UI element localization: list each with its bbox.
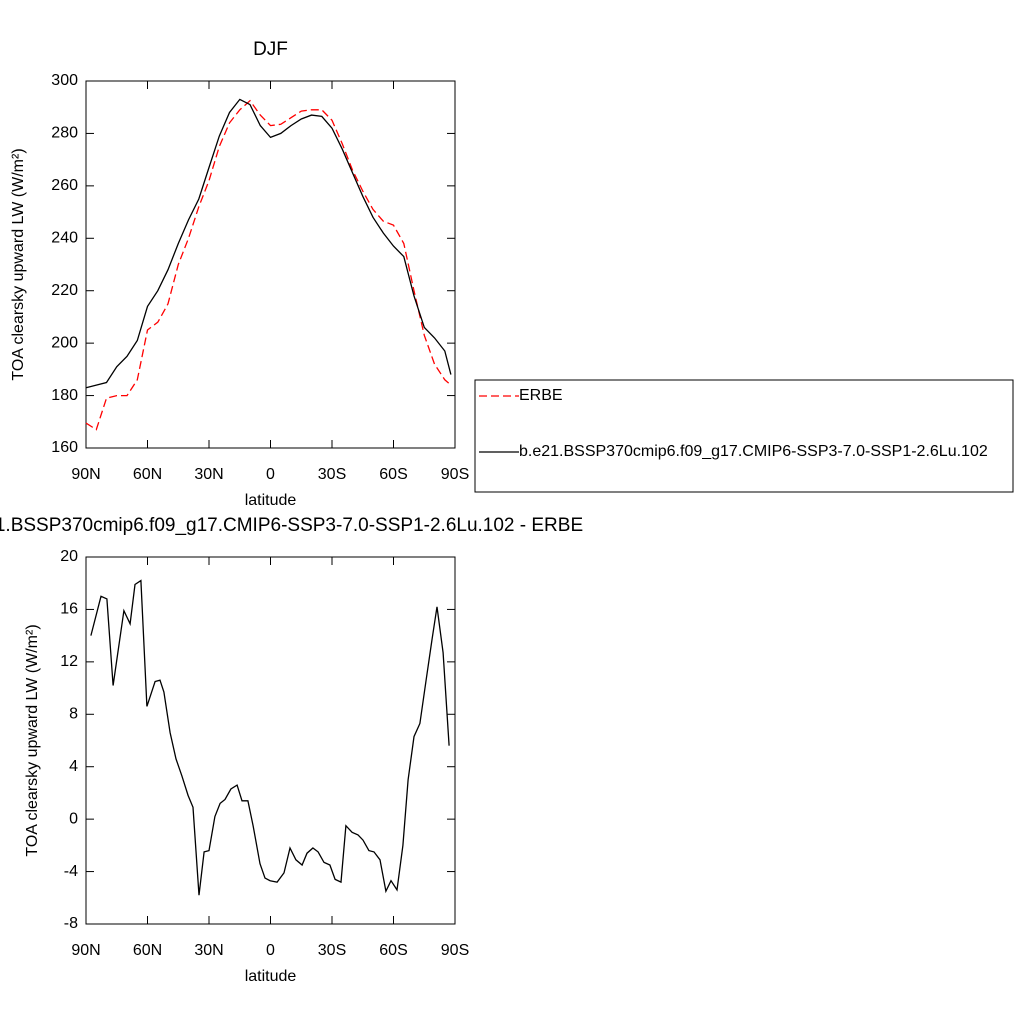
y-tick-label: 20 [60,548,78,565]
y-tick-label: 180 [51,387,78,404]
x-tick-label: 90N [71,942,100,959]
y-tick-label: 160 [51,439,78,456]
plot-frame [85,80,456,449]
data-line [85,98,452,389]
y-tick-label: 200 [51,334,78,351]
x-tick-label: 60S [379,466,407,483]
x-tick-label: 60N [133,466,162,483]
legend-label: ERBE [519,387,563,404]
chart-title: DJF [253,39,288,60]
x-axis-label: latitude [245,492,297,509]
plot-frame [85,556,456,925]
y-tick-label: 240 [51,230,78,247]
data-line [90,579,450,896]
y-tick-label: -4 [64,863,78,880]
y-tick-label: 16 [60,601,78,618]
y-tick-label: -8 [64,915,78,932]
chart-title: b.e21.BSSP370cmip6.f09_g17.CMIP6-SSP3-7.… [0,515,583,536]
y-tick-label: 4 [69,758,78,775]
legend-box [474,379,1014,493]
x-tick-label: 30S [318,466,346,483]
y-tick-label: 220 [51,282,78,299]
x-tick-label: 30S [318,942,346,959]
y-axis-label: TOA clearsky upward LW (W/m²) [10,148,27,380]
x-tick-label: 90N [71,466,100,483]
x-tick-label: 90S [441,466,469,483]
x-tick-label: 90S [441,942,469,959]
y-axis-label: TOA clearsky upward LW (W/m²) [24,624,41,856]
y-tick-label: 12 [60,653,78,670]
data-line [85,99,452,431]
y-tick-label: 300 [51,72,78,89]
x-tick-label: 0 [266,466,275,483]
x-tick-label: 0 [266,942,275,959]
legend-label: b.e21.BSSP370cmip6.f09_g17.CMIP6-SSP3-7.… [519,443,988,460]
x-tick-label: 30N [194,466,223,483]
y-tick-label: 260 [51,177,78,194]
x-tick-label: 60N [133,942,162,959]
x-tick-label: 60S [379,942,407,959]
y-tick-label: 0 [69,810,78,827]
y-tick-label: 280 [51,125,78,142]
x-axis-label: latitude [245,968,297,985]
x-tick-label: 30N [194,942,223,959]
y-tick-label: 8 [69,706,78,723]
